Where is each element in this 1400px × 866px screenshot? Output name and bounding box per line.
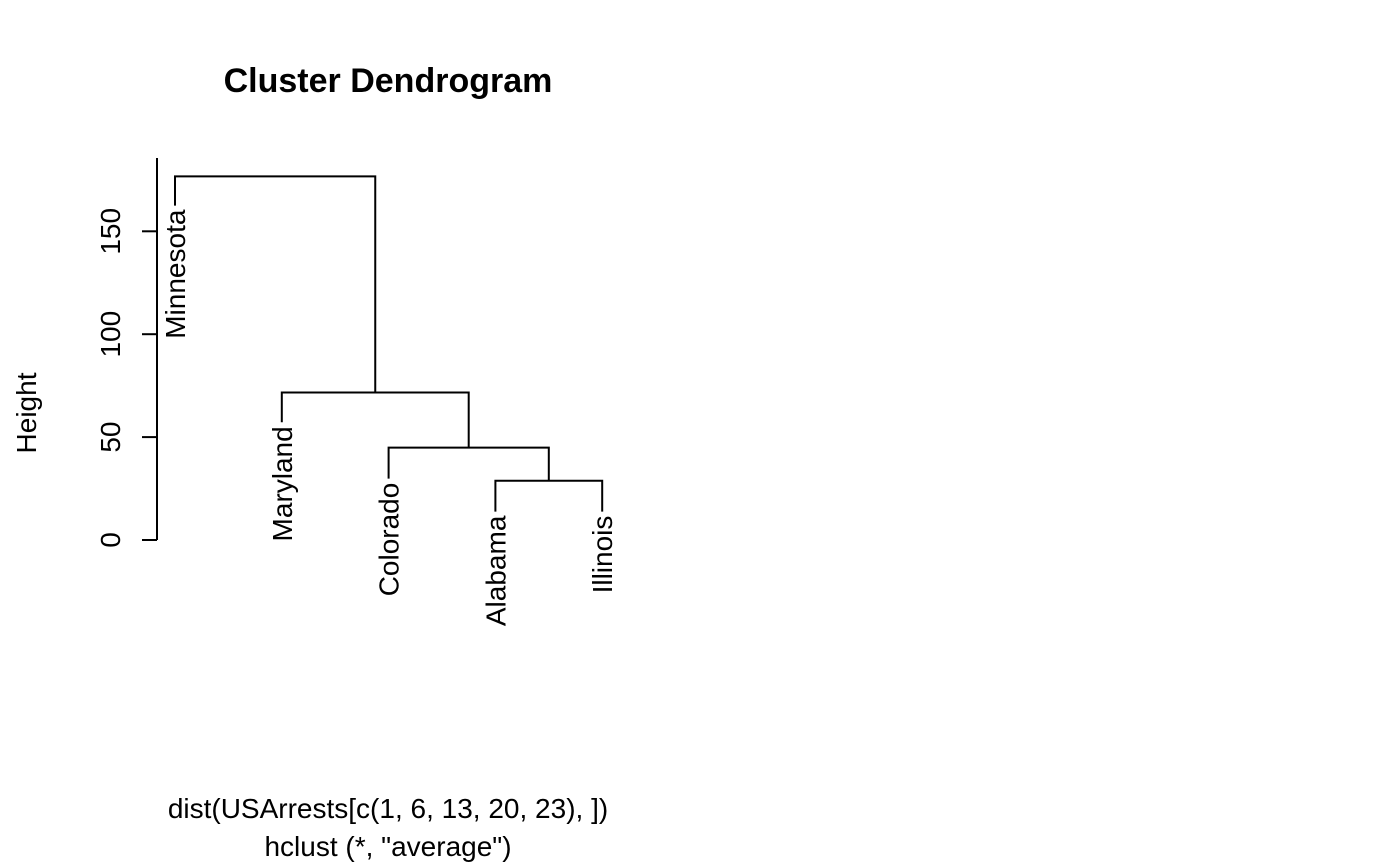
y-axis-label: Height	[11, 372, 42, 453]
dendrogram-tree	[174, 175, 604, 512]
y-tick-label: 0	[95, 532, 126, 548]
y-axis: 0 50 100 150	[95, 158, 158, 548]
merge-branch	[280, 391, 470, 448]
y-tick-label: 100	[95, 311, 126, 358]
leaf-label: Alabama	[480, 515, 511, 626]
leaf-label: Illinois	[587, 516, 618, 594]
chart-title: Cluster Dendrogram	[224, 62, 553, 100]
leaf-label: Maryland	[267, 426, 298, 541]
x-axis-subtitle-line-2: hclust (*, "average")	[264, 831, 511, 862]
leaf-label: Minnesota	[160, 209, 191, 339]
y-tick-label: 50	[95, 422, 126, 453]
leaf-labels: Minnesota Maryland Colorado Alabama Illinois	[160, 209, 618, 626]
merge-branch	[174, 175, 377, 393]
merge-branch	[494, 479, 604, 512]
x-axis-subtitle-line-1: dist(USArrests[c(1, 6, 13, 20, 23), ])	[168, 793, 608, 824]
merge-branch	[387, 446, 550, 481]
y-tick-label: 150	[95, 208, 126, 255]
leaf-label: Colorado	[374, 483, 405, 597]
